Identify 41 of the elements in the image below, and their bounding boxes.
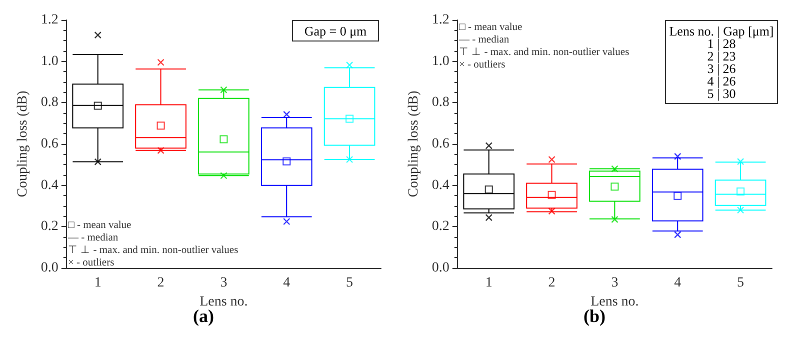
annotation: 4 | 26	[707, 74, 736, 88]
y-tick-label: 0.0	[40, 260, 58, 276]
annotation: ⊤ ⊥ - max. and min. non-outlier values	[68, 245, 238, 256]
annotation: 1 | 28	[707, 36, 736, 51]
y-axis-title: Coupling loss (dB)	[406, 90, 422, 198]
y-tick-label: 0.2	[40, 219, 58, 234]
y-tick-label: 0.2	[432, 219, 450, 234]
annotation: × - outliers	[68, 258, 114, 268]
y-tick-label: 0.4	[40, 178, 58, 193]
x-tick-label: 1	[94, 276, 102, 290]
annotation: Gap = 0 μm	[304, 24, 367, 38]
y-tick-label: 0.6	[40, 136, 58, 152]
y-tick-label: 0.8	[432, 95, 450, 110]
annotation: × - outliers	[459, 60, 506, 70]
y-tick-label: 0.4	[432, 178, 450, 193]
x-tick-label: 1	[485, 276, 492, 290]
y-tick-label: 1.2	[432, 12, 450, 28]
x-tick-label: 4	[674, 276, 682, 290]
annotation: Lens no. | Gap [μm]	[669, 24, 774, 38]
annotation: — - median	[458, 34, 510, 46]
annotation: 2 | 23	[707, 48, 736, 64]
y-tick-label: 0.0	[432, 260, 450, 276]
y-tick-label: 1.0	[432, 54, 450, 69]
y-tick-label: 1.0	[40, 54, 58, 69]
x-tick-label: 2	[548, 276, 556, 290]
y-tick-label: 0.6	[432, 136, 450, 152]
x-tick-label: 2	[157, 276, 164, 290]
annotation: 3 | 26	[707, 61, 736, 76]
y-axis-title: Coupling loss (dB)	[16, 90, 30, 198]
x-tick-label: 4	[283, 276, 290, 290]
x-tick-label: 3	[220, 276, 228, 290]
annotation: — - median	[67, 232, 119, 244]
annotation: 5 | 30	[707, 86, 736, 101]
x-tick-label: 5	[737, 276, 744, 290]
annotation: □ - mean value	[459, 22, 523, 33]
y-tick-label: 1.2	[40, 12, 58, 28]
annotation: ⊤ ⊥ - max. and min. non-outlier values	[459, 47, 630, 58]
y-tick-label: 0.8	[40, 95, 58, 110]
x-tick-label: 3	[611, 276, 618, 290]
x-tick-label: 5	[346, 276, 354, 290]
annotation: □ - mean value	[68, 220, 132, 231]
